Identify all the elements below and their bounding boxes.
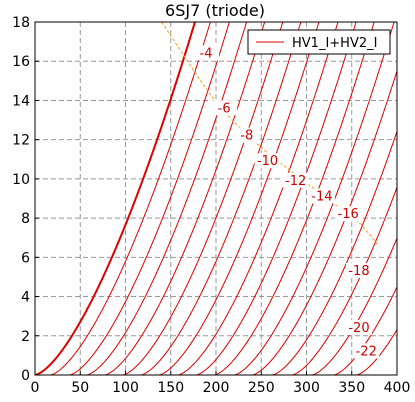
curve-label: -12: [285, 174, 306, 189]
curve-grid-neg2: [50, 22, 211, 375]
curve-label: -18: [348, 264, 369, 279]
x-tick-label: 50: [71, 380, 89, 396]
y-tick-label: 16: [12, 54, 30, 70]
curve-grid-neg18: [195, 22, 357, 375]
curve-label: -10: [257, 154, 278, 169]
y-tick-label: 0: [21, 368, 30, 384]
curve-label-bg: [254, 153, 281, 169]
curve-label: -20: [348, 321, 369, 336]
curve-label-bg: [211, 100, 238, 116]
y-tick-label: 2: [21, 329, 30, 345]
curve-label: -16: [338, 207, 359, 222]
curve-grid-neg26: [271, 131, 397, 375]
curve-grid-neg28: [291, 187, 397, 375]
chart-title: 6SJ7 (triode): [165, 1, 265, 20]
y-tick-label: 12: [12, 133, 30, 149]
curve-grid-neg16: [177, 22, 339, 375]
curves-layer: [35, 22, 397, 375]
curve-label-bg: [193, 45, 220, 61]
curve-grid-neg12: [140, 22, 302, 375]
ticks-layer: 0 50 100 150 200 250 300 350 400 0 2 4 6 8 10 12 14 16 18: [12, 15, 410, 396]
curve-grid-neg14: [158, 22, 320, 375]
y-tick-label: 18: [12, 15, 30, 31]
curve-grid-0: [35, 22, 197, 375]
curve-grid-neg22: [233, 22, 395, 375]
x-tick-label: 300: [293, 380, 320, 396]
x-tick-label: 400: [384, 380, 411, 396]
y-tick-label: 6: [21, 250, 30, 266]
y-tick-label: 10: [12, 172, 30, 188]
curve-grid-neg6: [86, 22, 248, 375]
curve-grid-neg10: [122, 22, 284, 375]
curve-label-bg: [345, 263, 372, 279]
curve-labels-layer: -4 -6 -8 -10 -12 -14 -16 -18 -20 -22: [193, 45, 380, 359]
curve-label: -4: [200, 46, 213, 61]
curve-grid-neg20: [214, 22, 375, 375]
y-tick-label: 8: [21, 211, 30, 227]
curve-label-bg: [353, 343, 380, 359]
x-tick-label: 250: [248, 380, 275, 396]
grid-layer: [35, 22, 397, 375]
curve-label-bg: [335, 206, 362, 222]
curve-grid-neg24: [252, 70, 397, 375]
curve-label-bg: [233, 127, 260, 143]
curve-label: -14: [311, 190, 332, 205]
curve-label-bg: [345, 319, 372, 335]
legend-label: HV1_I+HV2_I: [292, 36, 377, 51]
x-tick-label: 350: [338, 380, 365, 396]
y-tick-label: 4: [21, 290, 30, 306]
x-tick-label: 100: [112, 380, 139, 396]
y-tick-label: 14: [12, 93, 30, 109]
curve-label-bg: [308, 188, 335, 204]
curve-label-bg: [282, 172, 309, 188]
x-tick-label: 0: [31, 380, 40, 396]
curve-label: -8: [240, 129, 253, 144]
x-tick-label: 150: [157, 380, 184, 396]
x-tick-label: 200: [203, 380, 230, 396]
curve-grid-neg4: [69, 22, 230, 375]
curve-grid-neg8: [104, 22, 266, 375]
curve-label: -22: [356, 344, 377, 359]
legend: HV1_I+HV2_I: [247, 29, 391, 55]
curve-label: -6: [218, 101, 231, 116]
